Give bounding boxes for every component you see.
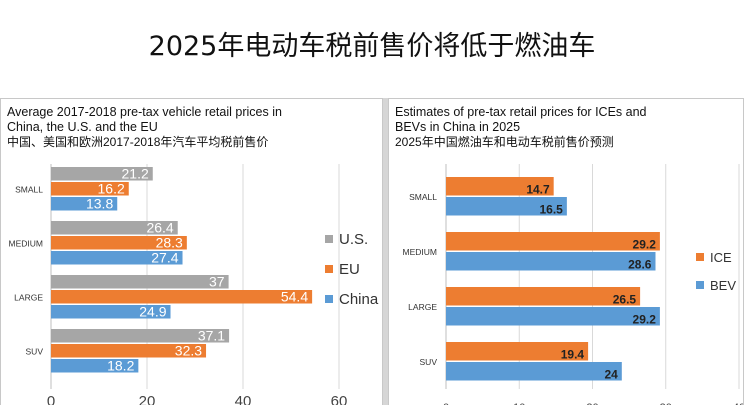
- data-label: 29.2: [633, 313, 657, 327]
- x-tick-label: 40: [235, 393, 252, 405]
- category-label: LARGE: [14, 293, 43, 303]
- legend-swatch: [696, 281, 704, 289]
- page-title: 2025年电动车税前售价将低于燃油车: [148, 31, 596, 62]
- legend-label: BEV: [710, 278, 736, 293]
- data-label: 37: [209, 274, 225, 290]
- panel-divider: [383, 98, 388, 405]
- chart-subtitle-cn: 2025年中国燃油车和电动车税前售价预测: [395, 135, 614, 149]
- legend-label: EU: [339, 261, 360, 278]
- chart-title-line: Estimates of pre-tax retail prices for I…: [395, 105, 647, 119]
- data-label: 27.4: [151, 250, 178, 266]
- data-label: 28.6: [628, 258, 652, 272]
- bar: [446, 342, 589, 361]
- data-label: 37.1: [198, 328, 225, 344]
- data-label: 24.9: [139, 304, 166, 320]
- legend-swatch: [325, 265, 333, 273]
- bar: [51, 275, 229, 289]
- category-label: SMALL: [15, 185, 43, 195]
- legend-swatch: [325, 295, 333, 303]
- data-label: 29.2: [633, 238, 657, 252]
- legend-label: China: [339, 291, 379, 308]
- x-tick-label: 20: [139, 393, 156, 405]
- data-label: 18.2: [107, 358, 134, 374]
- bar: [51, 221, 178, 235]
- data-label: 26.4: [146, 220, 173, 236]
- data-label: 16.2: [98, 181, 125, 197]
- bar: [51, 197, 118, 211]
- bar: [446, 197, 567, 216]
- x-tick-label: 0: [443, 402, 449, 405]
- data-label: 16.5: [540, 203, 564, 217]
- category-label: MEDIUM: [9, 239, 43, 249]
- legend-swatch: [696, 253, 704, 261]
- chart-title-right: Estimates of pre-tax retail prices for I…: [395, 105, 646, 150]
- bar: [51, 182, 129, 196]
- data-label: 24: [604, 368, 618, 382]
- bar-chart-left: 0 20 40 60 SMALL 21.216.213.8 MEDIUM 26.428.327…: [9, 164, 379, 405]
- bar: [446, 307, 660, 326]
- bar: [51, 167, 153, 181]
- data-label: 54.4: [281, 289, 308, 305]
- chart-title-left: Average 2017-2018 pre-tax vehicle retail…: [7, 105, 282, 150]
- bar: [51, 344, 207, 358]
- data-label: 14.7: [526, 183, 550, 197]
- data-label: 19.4: [561, 348, 585, 362]
- category-label: SUV: [26, 347, 44, 357]
- bar: [446, 232, 660, 251]
- data-label: 32.3: [175, 343, 202, 359]
- data-label: 13.8: [86, 196, 113, 212]
- chart-title-line: China, the U.S. and the EU: [7, 120, 158, 134]
- bar: [51, 359, 139, 373]
- bar: [51, 329, 230, 343]
- data-label: 26.5: [613, 293, 637, 307]
- x-tick-label: 0: [47, 393, 55, 405]
- legend-swatch: [325, 235, 333, 243]
- chart-panel-right: Estimates of pre-tax retail prices for I…: [388, 98, 744, 405]
- category-label: SMALL: [409, 192, 437, 202]
- x-tick-label: 10: [513, 402, 525, 405]
- x-tick-label: 40: [733, 402, 744, 405]
- bar: [446, 252, 656, 271]
- bar: [446, 177, 554, 196]
- bar-chart-right: 0 10 20 30 40 SMALL 14.7 16.5 MEDIUM 29.2 28.6 LARG…: [403, 164, 744, 405]
- bar: [51, 236, 187, 250]
- bar: [446, 362, 622, 381]
- category-label: SUV: [420, 357, 438, 367]
- data-label: 21.2: [122, 166, 149, 182]
- chart-title-line: BEVs in China in 2025: [395, 120, 521, 134]
- chart-title-line: Average 2017-2018 pre-tax vehicle retail…: [7, 105, 282, 119]
- legend-label: ICE: [710, 250, 732, 265]
- data-label: 28.3: [156, 235, 183, 251]
- category-label: LARGE: [408, 302, 437, 312]
- legend-label: U.S.: [339, 231, 368, 248]
- x-tick-label: 60: [331, 393, 348, 405]
- chart-subtitle-cn: 中国、美国和欧洲2017-2018年汽车平均税前售价: [7, 135, 269, 149]
- bar: [51, 251, 183, 265]
- chart-panel-left: Average 2017-2018 pre-tax vehicle retail…: [0, 98, 383, 405]
- category-label: MEDIUM: [403, 247, 437, 257]
- x-tick-label: 30: [660, 402, 672, 405]
- bar: [51, 305, 171, 319]
- bar: [446, 287, 641, 306]
- x-tick-label: 20: [586, 402, 598, 405]
- bar: [51, 290, 313, 304]
